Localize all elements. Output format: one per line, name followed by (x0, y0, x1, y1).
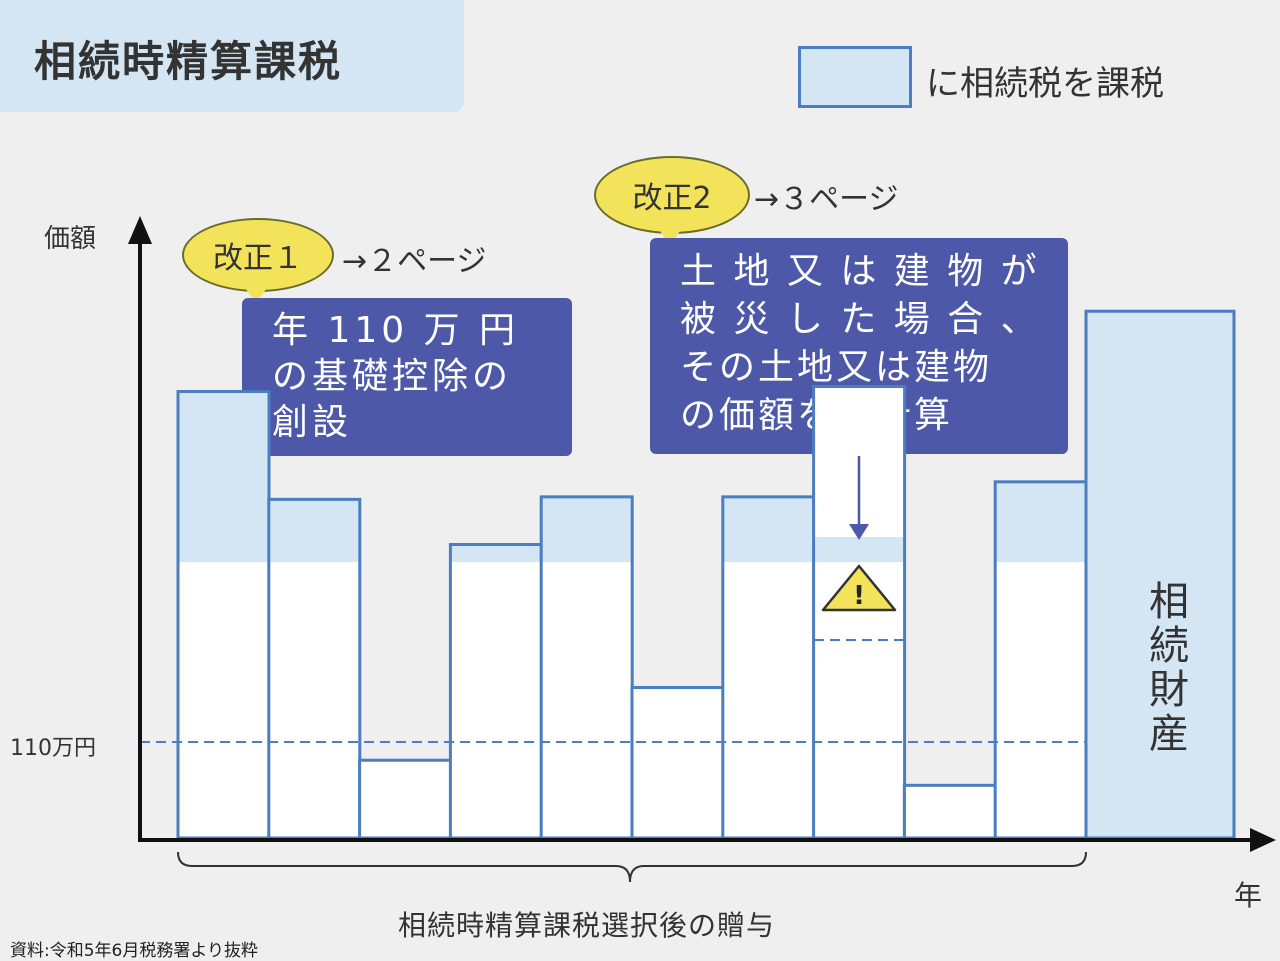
legend-swatch (798, 46, 912, 108)
y-axis-label: 価額 (44, 224, 97, 254)
legend-label: に相続税を課税 (926, 64, 1164, 104)
source-note: 資料:令和5年6月税務署より抜粋 (10, 941, 259, 961)
gift-bar-exempt (359, 760, 451, 838)
revision-1-bubble: 改正１ (182, 218, 334, 292)
revision-1-page-ref: →２ページ (342, 244, 487, 279)
inheritance-bar (1084, 309, 1236, 840)
revision-1-callout: 年 110 万 円 の基礎控除の 創設 (242, 298, 572, 456)
gift-bar-exempt (450, 562, 542, 838)
title-banner: 相続時精算課税 (0, 0, 464, 112)
gift-bar-taxed (995, 481, 1087, 563)
gift-bar-taxed (541, 496, 633, 563)
x-axis-arrow (1250, 828, 1276, 852)
revision-2-page-ref: →３ページ (754, 182, 899, 217)
gift-bar-exempt (904, 785, 996, 838)
gift-bar-taxed (178, 391, 269, 563)
inheritance-label: 相続財産 (1142, 580, 1188, 756)
gift-bar-exempt (178, 562, 269, 838)
bars-group (176, 309, 1236, 840)
revision-2-bubble: 改正2 (594, 156, 750, 234)
gift-bar-taxed (268, 499, 360, 563)
threshold-label: 110万円 (10, 736, 96, 761)
revision-2-tag: 改正2 (632, 181, 712, 216)
svg-text:!: ! (853, 581, 865, 611)
gift-bar-taxed (813, 537, 905, 563)
revision-1-tag: 改正１ (213, 241, 303, 276)
gift-bar-exempt (268, 562, 360, 838)
gifts-brace (177, 851, 1087, 883)
warning-triangle-icon: ! (821, 564, 897, 612)
gifts-label: 相続時精算課税選択後の贈与 (398, 909, 776, 942)
gift-bar-taxed (722, 496, 814, 563)
gift-bar-exempt (632, 687, 723, 838)
gift-bar-exempt (995, 562, 1087, 838)
gift-bar-taxed (450, 544, 542, 563)
page-title: 相続時精算課税 (34, 37, 343, 86)
gift-bar-exempt (722, 562, 814, 838)
recalc-arrow-head (849, 524, 869, 540)
y-axis-arrow (128, 216, 152, 244)
gift-bar-exempt (541, 562, 633, 838)
x-axis-label: 年 (1234, 879, 1263, 912)
